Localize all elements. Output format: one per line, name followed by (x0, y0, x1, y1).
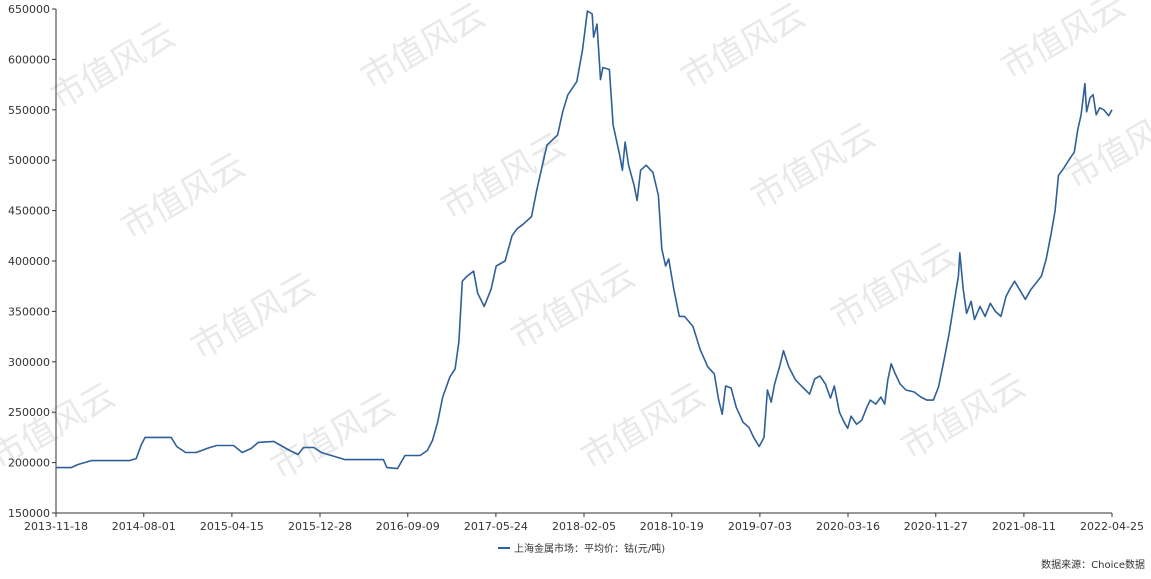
watermark-text: 市值风云 (185, 265, 323, 368)
y-tick-label: 400000 (8, 255, 50, 268)
x-tick-label: 2015-04-15 (200, 520, 264, 533)
y-tick-label: 650000 (8, 3, 50, 16)
x-tick-label: 2015-12-28 (288, 520, 352, 533)
legend-label: 上海金属市场：平均价：钴(元/吨) (514, 542, 665, 555)
watermark-text: 市值风云 (355, 0, 493, 98)
watermark-text: 市值风云 (825, 235, 963, 338)
y-tick-label: 300000 (8, 356, 50, 369)
series-line (56, 10, 1113, 470)
y-tick-label: 350000 (8, 305, 50, 318)
x-tick-label: 2016-09-09 (376, 520, 440, 533)
x-tick-label: 2020-03-16 (816, 520, 880, 533)
x-tick-label: 2018-02-05 (552, 520, 616, 533)
y-tick-label: 450000 (8, 205, 50, 218)
watermark-text: 市值风云 (675, 0, 813, 98)
y-axis: 150000 200000 250000 300000 350000 400000 4500… (8, 3, 57, 520)
y-tick-label: 600000 (8, 53, 50, 66)
x-tick-label: 2014-08-01 (112, 520, 176, 533)
x-tick-label: 2022-04-25 (1080, 520, 1144, 533)
y-tick-label: 500000 (8, 154, 50, 167)
x-tick-label: 2020-11-27 (904, 520, 968, 533)
x-axis: 2013-11-18 2014-08-01 2015-04-15 2015-12-28… (24, 512, 1144, 533)
watermark-text: 市值风云 (575, 375, 713, 478)
x-tick-label: 2013-11-18 (24, 520, 88, 533)
watermark-text: 市值风云 (265, 385, 403, 488)
watermark-text: 市值风云 (745, 115, 883, 218)
x-tick-label: 2019-07-03 (728, 520, 792, 533)
watermark-text: 市值风云 (995, 0, 1133, 88)
watermark-text: 市值风云 (115, 145, 253, 248)
y-tick-label: 250000 (8, 406, 50, 419)
legend: 上海金属市场：平均价：钴(元/吨) (498, 542, 665, 555)
watermark-text: 市值风云 (505, 255, 643, 358)
y-tick-label: 150000 (8, 507, 50, 520)
data-source-note: 数据来源：Choice数据 (1041, 560, 1145, 571)
watermark-text: 市值风云 (45, 15, 183, 118)
watermark-text: 市值风云 (895, 365, 1033, 468)
y-tick-label: 550000 (8, 104, 50, 117)
x-tick-label: 2017-05-24 (464, 520, 528, 533)
x-tick-label: 2021-08-11 (992, 520, 1056, 533)
x-tick-label: 2018-10-19 (640, 520, 704, 533)
y-tick-label: 200000 (8, 457, 50, 470)
